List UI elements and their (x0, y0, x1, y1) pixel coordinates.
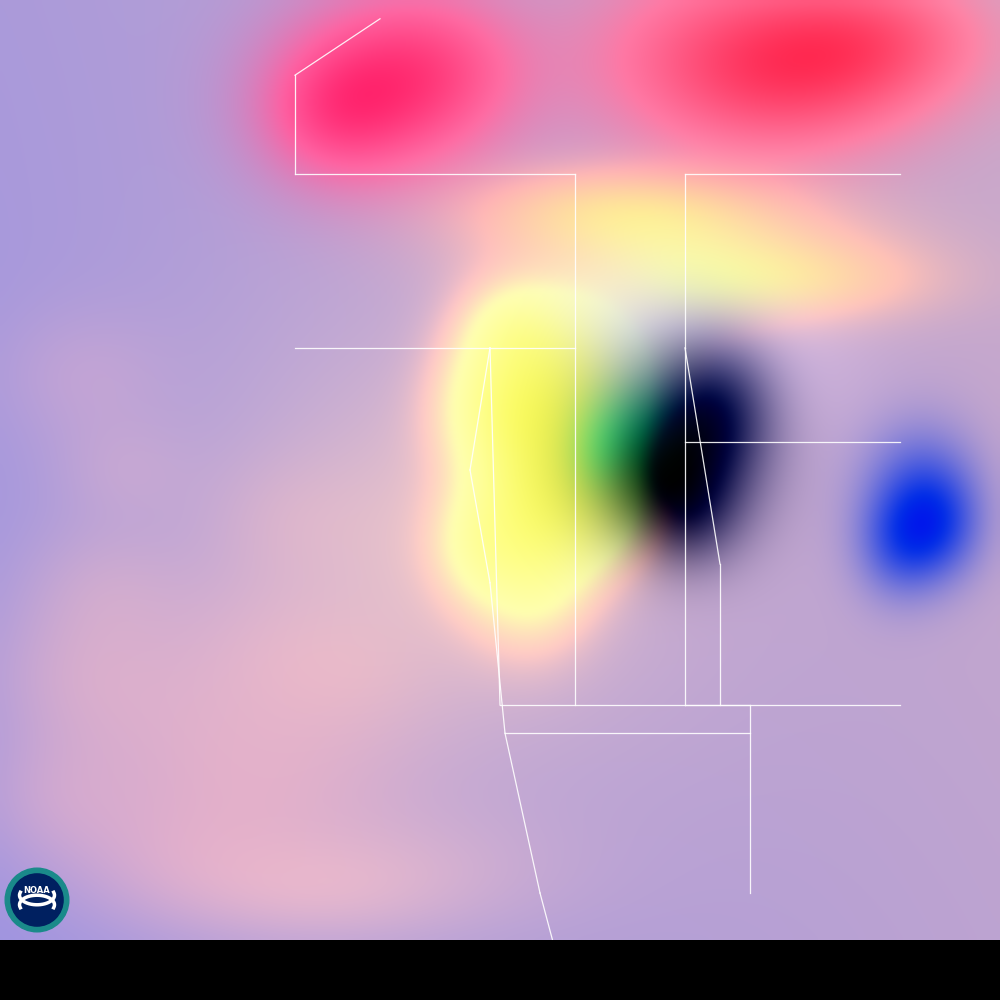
Circle shape (11, 874, 63, 926)
Circle shape (5, 868, 69, 932)
Text: NOAA: NOAA (24, 886, 50, 895)
Text: 20 Sep 2024 02:50Z - NOAA/NESDIS/STAR - GOES-West - Dust Composite - WUS: 20 Sep 2024 02:50Z - NOAA/NESDIS/STAR - … (152, 964, 848, 982)
